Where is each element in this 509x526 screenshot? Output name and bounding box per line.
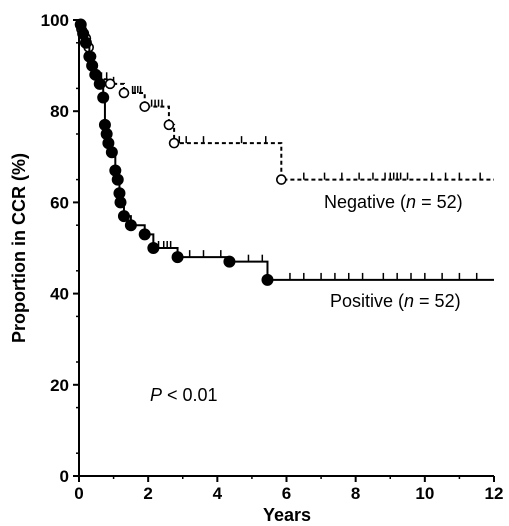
positive-label-name: Positive (	[330, 291, 404, 311]
p-value-annotation: P < 0.01	[150, 385, 218, 405]
event-marker	[114, 196, 127, 209]
x-tick-label: 6	[282, 484, 291, 503]
p-value-symbol: P	[150, 385, 162, 405]
event-marker	[111, 173, 124, 186]
x-tick-label: 12	[485, 484, 504, 503]
x-tick-label: 2	[143, 484, 152, 503]
y-tick-label: 60	[50, 193, 69, 212]
positive-label-rest: = 52)	[414, 291, 461, 311]
event-marker	[124, 219, 137, 232]
event-marker	[97, 91, 110, 104]
event-marker	[223, 255, 236, 268]
event-marker	[105, 146, 118, 159]
event-marker	[147, 242, 160, 254]
ticks: 0 20 40 60 80 100 0 2 4 6 8 10 12	[41, 11, 504, 503]
event-marker	[163, 119, 175, 131]
y-axis-title: Proportion in CCR (%)	[9, 153, 29, 343]
event-marker	[276, 174, 287, 185]
y-tick-label: 20	[50, 376, 69, 395]
x-tick-label: 4	[213, 484, 223, 503]
event-marker	[171, 251, 184, 264]
event-marker	[139, 101, 151, 112]
positive-label-n: n	[404, 291, 414, 311]
survival-curve-dashed	[79, 19, 494, 181]
p-value-text: < 0.01	[162, 385, 218, 405]
event-marker	[93, 77, 106, 90]
y-tick-label: 80	[50, 102, 69, 121]
series-0	[76, 19, 494, 185]
event-marker	[138, 228, 151, 241]
series-1	[74, 18, 494, 286]
y-tick-label: 100	[41, 11, 69, 30]
y-tick-label: 0	[60, 467, 69, 486]
x-tick-label: 8	[351, 484, 360, 503]
event-marker	[104, 78, 116, 90]
x-axis-title: Years	[263, 505, 311, 525]
negative-label-rest: = 52)	[416, 192, 463, 212]
event-marker	[168, 137, 180, 149]
survival-curve-solid	[79, 19, 494, 281]
x-tick-label: 0	[74, 484, 83, 503]
event-marker	[79, 36, 92, 49]
y-tick-label: 40	[50, 285, 69, 304]
negative-label-n: n	[406, 192, 416, 212]
event-marker	[117, 210, 130, 223]
x-tick-label: 10	[415, 484, 434, 503]
series-layer	[74, 18, 494, 286]
negative-label-name: Negative (	[324, 192, 406, 212]
event-marker	[118, 87, 130, 99]
negative-series-label: Negative (n = 52)	[324, 192, 463, 212]
positive-series-label: Positive (n = 52)	[330, 291, 461, 311]
event-marker	[261, 273, 274, 286]
